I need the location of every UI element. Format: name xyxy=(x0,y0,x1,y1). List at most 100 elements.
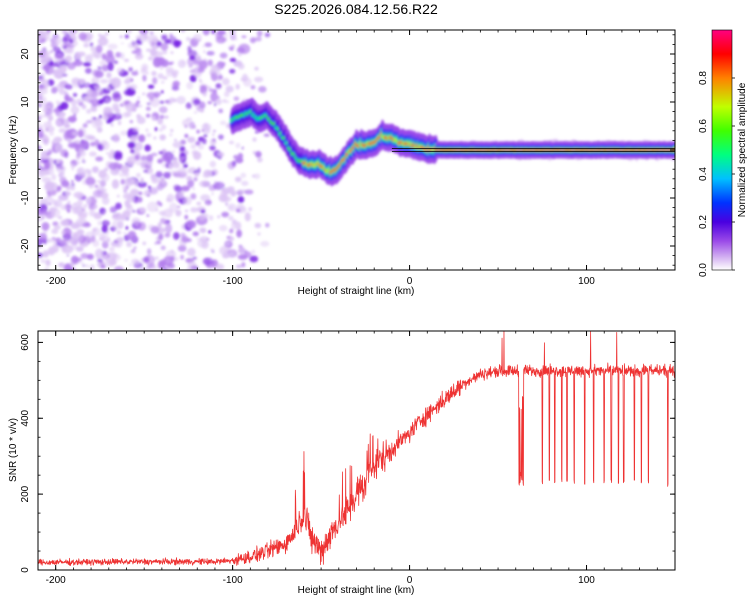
noise-blob xyxy=(42,64,51,72)
noise-blob xyxy=(56,165,66,173)
noise-blob xyxy=(76,200,83,206)
noise-blob xyxy=(227,186,235,192)
noise-blob xyxy=(209,160,217,168)
noise-blob xyxy=(169,133,173,137)
noise-blob xyxy=(77,51,86,57)
noise-blob xyxy=(97,258,103,263)
noise-blob xyxy=(109,206,118,214)
noise-blob xyxy=(57,215,63,220)
noise-blob xyxy=(125,185,129,190)
noise-blob xyxy=(135,47,142,56)
noise-blob xyxy=(203,122,209,129)
noise-blob xyxy=(198,60,208,70)
noise-blob xyxy=(165,223,173,234)
snr-x-ticks: -200 -100 0 100 xyxy=(46,331,676,586)
noise-blob xyxy=(46,238,52,243)
noise-blob xyxy=(97,220,102,226)
noise-blob xyxy=(116,112,121,115)
noise-blob xyxy=(196,129,200,134)
noise-blob xyxy=(187,136,196,143)
noise-blob xyxy=(141,207,145,212)
noise-blob xyxy=(120,165,130,174)
noise-blob xyxy=(61,230,66,235)
noise-blob xyxy=(136,100,140,104)
noise-blob xyxy=(71,167,74,171)
noise-blob xyxy=(86,253,94,260)
noise-blob xyxy=(157,73,164,79)
noise-blob xyxy=(71,180,74,183)
noise-blob xyxy=(164,99,170,104)
noise-blob xyxy=(257,157,263,163)
noise-blob xyxy=(39,86,44,91)
noise-blob xyxy=(207,101,213,105)
noise-blob xyxy=(236,229,242,238)
noise-blob xyxy=(42,106,48,113)
noise-blob xyxy=(235,221,242,231)
noise-blob xyxy=(53,61,58,67)
noise-blob xyxy=(254,66,259,71)
noise-blob xyxy=(168,97,175,103)
noise-blob xyxy=(129,135,137,143)
noise-blob xyxy=(220,188,227,199)
noise-blob xyxy=(38,77,44,83)
noise-blob xyxy=(222,77,230,86)
noise-blob xyxy=(208,230,212,234)
noise-blob xyxy=(53,35,62,46)
noise-blob xyxy=(144,189,151,196)
noise-blob xyxy=(161,180,165,184)
noise-blob xyxy=(145,106,151,111)
noise-blob xyxy=(575,158,582,161)
noise-blob xyxy=(151,42,155,46)
noise-blob xyxy=(151,265,158,270)
noise-blob xyxy=(233,154,239,160)
noise-blob xyxy=(128,67,133,72)
noise-blob xyxy=(140,177,144,183)
snr-x-tick-label: -200 xyxy=(46,575,66,586)
noise-blob xyxy=(235,83,240,90)
noise-blob xyxy=(177,244,187,252)
noise-blob xyxy=(131,258,140,265)
colorbar-label: Normalized spectral amplitude xyxy=(737,82,748,217)
noise-blob xyxy=(213,181,225,191)
noise-blob xyxy=(137,96,141,100)
noise-blob xyxy=(43,160,51,170)
noise-blob xyxy=(148,56,153,61)
noise-blob xyxy=(194,171,200,177)
noise-blob xyxy=(146,102,151,106)
noise-blob xyxy=(255,150,262,158)
noise-blob xyxy=(45,259,51,267)
noise-blob xyxy=(134,183,138,187)
noise-blob xyxy=(76,229,85,236)
noise-blob xyxy=(108,162,118,170)
noise-blob xyxy=(48,120,51,124)
noise-blob xyxy=(229,205,233,209)
noise-blob xyxy=(215,98,222,105)
noise-blob xyxy=(180,30,186,33)
noise-blob xyxy=(156,41,162,47)
noise-blob xyxy=(117,120,122,126)
noise-blob xyxy=(132,248,135,252)
noise-blob xyxy=(65,191,72,196)
noise-blob xyxy=(154,51,164,57)
noise-blob xyxy=(229,57,237,63)
noise-blob xyxy=(146,154,154,162)
noise-blob xyxy=(80,253,89,260)
noise-blob xyxy=(182,119,190,127)
noise-blob xyxy=(198,78,202,83)
noise-blob xyxy=(159,100,165,104)
noise-blob xyxy=(114,265,124,270)
noise-blob xyxy=(192,187,195,191)
noise-blob xyxy=(72,92,78,97)
noise-blob xyxy=(45,101,54,111)
noise-blob xyxy=(153,91,161,97)
noise-blob xyxy=(94,86,103,94)
noise-blob xyxy=(55,84,64,92)
noise-blob xyxy=(203,169,213,177)
noise-blob xyxy=(206,51,215,56)
noise-blob xyxy=(98,169,107,179)
noise-blob xyxy=(179,146,186,152)
noise-blob xyxy=(63,227,71,237)
colorbar-ticks: 0.0 0.2 0.4 0.6 0.8 xyxy=(698,71,735,277)
noise-blob xyxy=(163,171,171,179)
noise-blob xyxy=(254,76,264,83)
